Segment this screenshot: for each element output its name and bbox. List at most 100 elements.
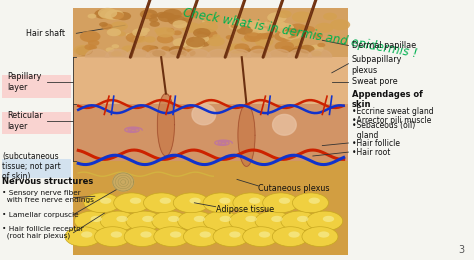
Circle shape: [126, 33, 134, 37]
Circle shape: [311, 50, 322, 56]
Circle shape: [203, 193, 239, 213]
Circle shape: [84, 44, 95, 50]
Polygon shape: [73, 8, 348, 57]
Circle shape: [271, 216, 283, 222]
Circle shape: [203, 13, 221, 23]
Polygon shape: [207, 49, 230, 57]
Text: Papillary
layer: Papillary layer: [7, 72, 42, 92]
Circle shape: [280, 46, 294, 53]
Text: (subcutaneous
tissue; not part
of skin): (subcutaneous tissue; not part of skin): [2, 152, 61, 181]
Circle shape: [141, 13, 151, 18]
Circle shape: [163, 9, 182, 20]
Circle shape: [141, 28, 150, 32]
Circle shape: [158, 12, 176, 22]
Circle shape: [194, 216, 205, 222]
Circle shape: [76, 46, 93, 56]
Circle shape: [154, 227, 190, 246]
Circle shape: [189, 41, 203, 49]
Text: •Arrector pili muscle: •Arrector pili muscle: [352, 116, 431, 125]
Circle shape: [242, 48, 251, 53]
Circle shape: [227, 43, 245, 54]
Circle shape: [230, 24, 238, 28]
Polygon shape: [187, 49, 210, 57]
Text: Appendages of
skin: Appendages of skin: [352, 90, 423, 109]
Circle shape: [198, 22, 218, 32]
Circle shape: [157, 12, 168, 18]
Text: •Sebaceous (oil)
  gland: •Sebaceous (oil) gland: [352, 121, 415, 140]
Circle shape: [106, 47, 114, 52]
Circle shape: [309, 198, 320, 204]
FancyBboxPatch shape: [73, 8, 348, 255]
Text: Dermal papillae: Dermal papillae: [352, 41, 416, 50]
Text: 3: 3: [458, 245, 465, 255]
Circle shape: [267, 20, 276, 25]
Circle shape: [212, 34, 220, 38]
Circle shape: [152, 211, 188, 231]
Circle shape: [183, 227, 219, 246]
Circle shape: [105, 12, 118, 20]
Polygon shape: [308, 49, 332, 57]
FancyBboxPatch shape: [2, 75, 71, 98]
Circle shape: [248, 31, 263, 39]
Circle shape: [259, 231, 270, 238]
Circle shape: [200, 231, 211, 238]
Circle shape: [292, 11, 312, 23]
Circle shape: [152, 50, 165, 57]
Circle shape: [106, 10, 124, 20]
Circle shape: [246, 216, 257, 222]
Circle shape: [169, 46, 186, 55]
Circle shape: [313, 33, 323, 38]
Circle shape: [168, 216, 179, 222]
Circle shape: [234, 43, 249, 52]
Circle shape: [226, 35, 234, 40]
Polygon shape: [85, 49, 109, 57]
FancyBboxPatch shape: [2, 159, 71, 178]
Text: Adipose tissue: Adipose tissue: [216, 205, 274, 214]
Text: Check what is in dermis and epidermis !: Check what is in dermis and epidermis !: [182, 6, 419, 61]
Circle shape: [100, 9, 119, 20]
Circle shape: [155, 28, 164, 33]
Circle shape: [89, 45, 97, 50]
Circle shape: [91, 216, 102, 222]
Circle shape: [126, 32, 145, 43]
Text: • Hair follicle receptor
  (root hair plexus): • Hair follicle receptor (root hair plex…: [2, 226, 84, 239]
Circle shape: [317, 43, 325, 47]
Circle shape: [276, 23, 294, 33]
Polygon shape: [288, 49, 311, 57]
Circle shape: [173, 20, 187, 28]
Circle shape: [143, 13, 153, 18]
Circle shape: [257, 28, 268, 33]
Circle shape: [297, 216, 309, 222]
Circle shape: [100, 211, 136, 231]
Circle shape: [101, 24, 113, 30]
Circle shape: [300, 25, 309, 31]
Circle shape: [193, 34, 209, 43]
Circle shape: [264, 21, 273, 27]
Circle shape: [193, 28, 211, 38]
Circle shape: [88, 40, 100, 46]
Circle shape: [277, 10, 292, 18]
Text: •Hair follicle: •Hair follicle: [352, 139, 400, 147]
Circle shape: [181, 18, 191, 23]
Polygon shape: [247, 49, 271, 57]
Circle shape: [111, 12, 124, 19]
Circle shape: [274, 31, 293, 42]
Circle shape: [98, 8, 117, 18]
Circle shape: [190, 198, 201, 204]
Circle shape: [229, 211, 265, 231]
Circle shape: [318, 231, 329, 238]
Circle shape: [307, 211, 343, 231]
Circle shape: [251, 25, 259, 30]
Circle shape: [283, 30, 301, 40]
Circle shape: [88, 14, 96, 18]
Circle shape: [140, 231, 152, 238]
Polygon shape: [268, 49, 292, 57]
Text: Sweat pore: Sweat pore: [352, 77, 397, 86]
Polygon shape: [157, 94, 174, 156]
Circle shape: [111, 51, 122, 57]
Circle shape: [330, 19, 350, 30]
Polygon shape: [73, 104, 348, 161]
Circle shape: [193, 41, 204, 47]
Text: •Eccrine sweat gland: •Eccrine sweat gland: [352, 107, 433, 116]
Polygon shape: [126, 49, 149, 57]
